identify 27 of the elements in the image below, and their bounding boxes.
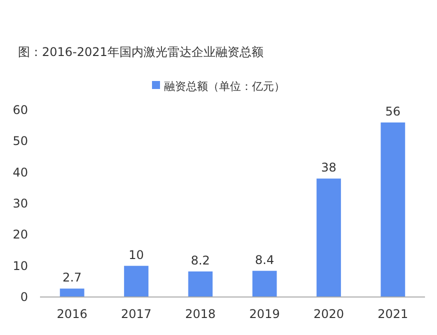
x-tick-label: 2020	[313, 307, 344, 321]
bar	[124, 266, 148, 297]
bar	[380, 122, 406, 297]
x-tick-label: 2016	[56, 307, 88, 321]
y-tick-label: 0	[20, 290, 28, 304]
bar	[252, 270, 277, 297]
data-label: 2.7	[62, 270, 82, 285]
x-tick-label: 2021	[378, 307, 408, 321]
chart-title: 图：2016-2021年国内激光雷达企业融资总额	[18, 45, 264, 59]
x-tick-label: 2017	[120, 307, 152, 321]
y-tick-label: 10	[12, 258, 28, 273]
y-tick-label: 20	[12, 228, 28, 242]
data-label: 38	[321, 160, 336, 175]
x-tick-label: 2018	[185, 307, 216, 321]
data-label: 10	[128, 248, 144, 262]
bar	[188, 271, 213, 297]
data-label: 56	[385, 104, 401, 118]
bar	[60, 288, 84, 297]
y-tick-label: 30	[12, 196, 28, 210]
data-label: 8.4	[255, 252, 274, 267]
y-tick-label: 60	[12, 103, 28, 117]
y-tick-label: 40	[12, 165, 28, 180]
x-tick-label: 2019	[249, 307, 280, 321]
y-tick-label: 50	[12, 134, 28, 148]
legend-label: 融资总额（单位：亿元）	[164, 80, 285, 93]
data-label: 8.2	[190, 253, 210, 268]
bar	[316, 178, 341, 297]
